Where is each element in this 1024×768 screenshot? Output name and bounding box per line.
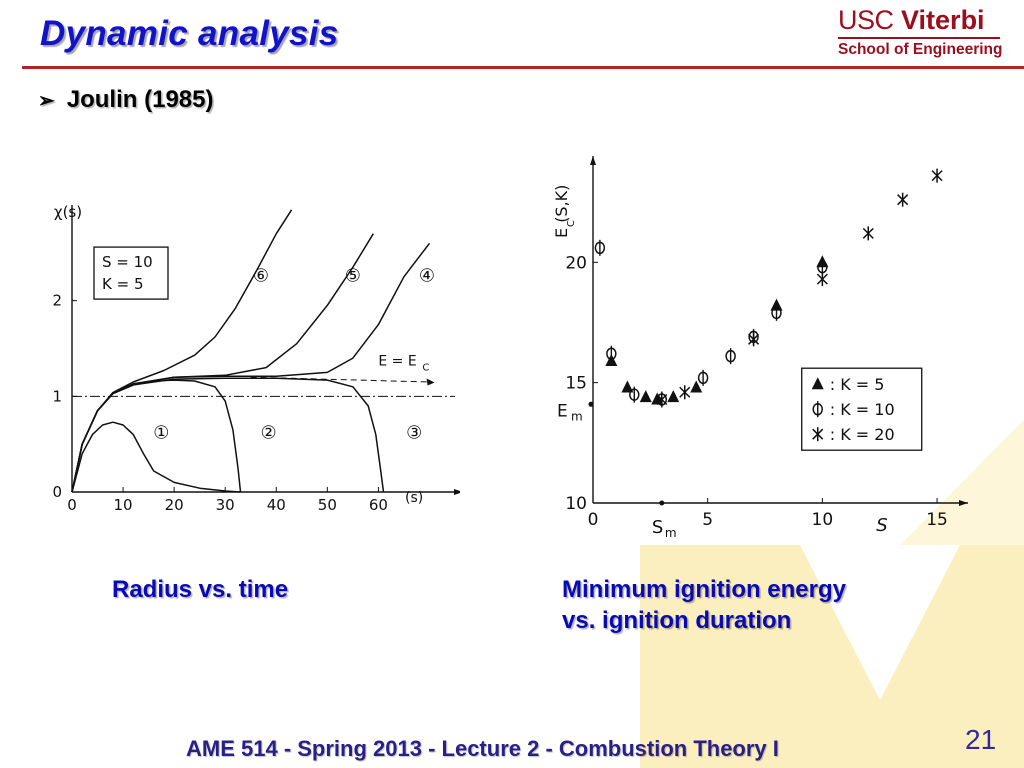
legend-label: : K = 5 <box>830 375 885 394</box>
series-line-1 <box>71 421 241 493</box>
sm-marker <box>659 500 665 506</box>
y-axis-label: χ(s) <box>54 203 82 221</box>
caption-left: Radius vs. time <box>112 576 289 603</box>
caption-right-line1: Minimum ignition energy <box>562 576 847 603</box>
logo-viterbi-text: Viterbi <box>901 5 985 35</box>
x-axis-label: S <box>876 515 887 536</box>
x-tick-label: 40 <box>267 496 286 514</box>
x-tick-label: 15 <box>926 510 948 530</box>
y-tick-label: 1 <box>52 387 62 405</box>
bullet-item: ➢ Joulin (1985) <box>38 86 213 114</box>
y-tick-label: 15 <box>565 374 587 394</box>
sm-label: S <box>652 517 663 538</box>
x-tick-label: 5 <box>702 510 713 530</box>
radius-vs-time-chart: 0 10 20 30 40 50 60 (s) 0 1 2 χ(s) E = E C S = 10 K = 5… <box>52 203 460 514</box>
slide-title: Dynamic analysis <box>40 14 339 53</box>
caption-right: Minimum ignition energy vs. ignition dur… <box>562 574 942 636</box>
footer-text: AME 514 - Spring 2013 - Lecture 2 - Comb… <box>186 736 779 761</box>
params-text: S = 10 <box>102 253 153 271</box>
y-tick-label: 10 <box>565 494 587 514</box>
page-number: 21 <box>965 724 997 755</box>
x-axis-label: (s) <box>405 490 423 506</box>
asymptote-label: E = E <box>378 354 416 370</box>
point-triangle <box>639 390 652 403</box>
x-tick-label: 10 <box>812 510 834 530</box>
x-tick-label: 10 <box>114 496 133 514</box>
point-triangle <box>621 380 634 393</box>
legend-box <box>801 367 923 451</box>
x-axis-arrow <box>454 489 460 495</box>
curve-label-3: ③ <box>406 422 422 443</box>
series-line-6 <box>71 209 293 493</box>
point-triangle <box>770 298 783 311</box>
point-triangle <box>690 380 703 393</box>
y-tick-label: 0 <box>52 483 62 501</box>
em-marker <box>588 401 594 407</box>
curve-label-2: ② <box>261 422 277 443</box>
params-box <box>93 246 169 300</box>
legend-label: : K = 10 <box>830 400 895 419</box>
x-tick-label: 0 <box>588 510 599 530</box>
legend-label: : K = 20 <box>830 425 895 444</box>
x-tick-label: 50 <box>318 496 337 514</box>
em-subscript: m <box>571 409 583 423</box>
arrow-bullet-icon: ➢ <box>38 90 55 112</box>
y-axis-subscript: C <box>566 220 577 227</box>
em-label: E <box>557 401 568 421</box>
y-axis-arrow <box>590 156 596 165</box>
x-tick-label: 60 <box>369 496 388 514</box>
point-triangle <box>667 390 680 403</box>
logo-school-text: School of Engineering <box>838 41 1003 58</box>
y-axis-label-group: E (S,K)C <box>552 185 577 238</box>
x-tick-label: 30 <box>216 496 235 514</box>
y-tick-label: 2 <box>52 292 62 310</box>
title-rule <box>22 66 1024 69</box>
asymptote-arrow <box>426 378 435 386</box>
series-line-3 <box>71 377 385 493</box>
y-tick-label: 20 <box>565 253 587 273</box>
x-axis-arrow <box>959 500 968 506</box>
curve-label-6: ⑥ <box>253 266 269 287</box>
logo-divider <box>838 37 1000 39</box>
bullet-text: Joulin (1985) <box>66 86 214 113</box>
sm-subscript: m <box>665 526 677 540</box>
series-line-5 <box>71 233 374 493</box>
params-text: K = 5 <box>102 275 143 293</box>
y-axis-label: E (S,K) <box>552 185 571 238</box>
curve-label-5: ⑤ <box>345 266 361 287</box>
asymptote-subscript: C <box>422 363 429 374</box>
x-tick-label: 0 <box>67 496 77 514</box>
x-tick-label: 20 <box>165 496 184 514</box>
curve-label-4: ④ <box>419 266 435 287</box>
point-triangle <box>811 377 824 390</box>
usc-viterbi-logo: USC Viterbi School of Engineering <box>838 4 1002 64</box>
logo-usc-text: USC <box>838 5 894 35</box>
caption-right-line2: vs. ignition duration <box>562 607 792 634</box>
curve-label-1: ① <box>153 422 169 443</box>
